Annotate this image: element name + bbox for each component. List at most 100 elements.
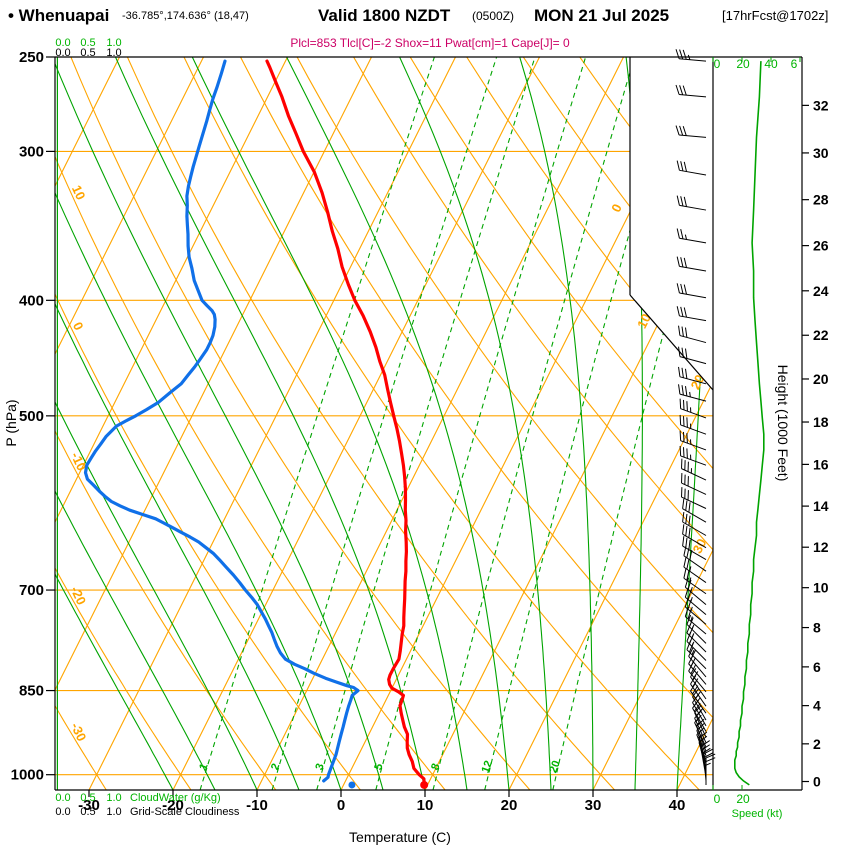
height-tick-label: 6 bbox=[813, 659, 821, 675]
wind-barb-staff bbox=[686, 623, 707, 644]
height-tick-label: 14 bbox=[813, 498, 829, 514]
dry-adiabat-line bbox=[409, 57, 713, 790]
wind-barb-feather bbox=[679, 398, 682, 409]
wind-barb-feather bbox=[686, 401, 688, 412]
wind-barb-half-feather bbox=[705, 762, 711, 766]
wind-barb-staff bbox=[679, 237, 707, 244]
wind-barb-half-feather bbox=[689, 577, 692, 583]
moist-adiabat-line bbox=[55, 57, 342, 790]
moist-adiabat-line bbox=[55, 57, 300, 790]
speed-panel bbox=[734, 61, 765, 786]
wind-barb-staff bbox=[679, 376, 707, 385]
wind-barb-feather bbox=[685, 526, 688, 537]
cloudiness-scale-bottom-label: 0.5 bbox=[80, 806, 95, 818]
temp-tick-label: 30 bbox=[585, 797, 602, 814]
dry-adiabat-line bbox=[296, 57, 713, 790]
wind-barb-staff bbox=[680, 440, 707, 451]
wind-barb-feather bbox=[685, 537, 688, 548]
wind-barb-staff bbox=[679, 393, 707, 402]
mixing-ratio-label: 3 bbox=[313, 762, 326, 772]
wind-barb-staff bbox=[686, 632, 707, 653]
wind-barb-staff bbox=[694, 712, 707, 738]
dry-adiabat-line bbox=[70, 57, 531, 790]
mixing-ratio-line bbox=[484, 57, 679, 790]
cloudiness-label: Grid-Scale Cloudiness bbox=[130, 806, 240, 818]
wind-barb-feather bbox=[679, 414, 682, 425]
wind-barb-feather bbox=[679, 445, 682, 456]
wind-barb-staff bbox=[680, 455, 707, 466]
wind-barb-feather bbox=[690, 649, 696, 660]
wind-barb-staff bbox=[682, 545, 707, 561]
wind-barb-half-feather bbox=[684, 234, 687, 240]
moist-adiabat-line bbox=[191, 57, 468, 790]
wind-barb-feather bbox=[688, 502, 691, 513]
dry-adiabat-line bbox=[240, 57, 713, 790]
height-tick-label: 26 bbox=[813, 238, 829, 254]
wind-barb-staff bbox=[681, 496, 707, 509]
speed-scale-top-label: 20 bbox=[736, 57, 750, 71]
height-axis-title: Height (1000 Feet) bbox=[775, 365, 791, 482]
cloudiness-scale-top-label: 1.0 bbox=[106, 47, 121, 59]
wind-barb-staff bbox=[688, 655, 707, 678]
wind-barb-feather bbox=[685, 500, 688, 511]
mixing-ratio-label: 5 bbox=[372, 762, 385, 772]
height-tick-label: 32 bbox=[813, 97, 829, 113]
wind-barb-staff bbox=[682, 521, 707, 536]
wind-barb-feather bbox=[688, 527, 691, 538]
wind-barb-feather bbox=[676, 160, 680, 171]
wind-barb-feather bbox=[682, 536, 685, 547]
static-text-layer: • Whenuapai -36.785°,174.636° (18,47) Va… bbox=[3, 6, 828, 845]
wind-barb-feather bbox=[682, 49, 687, 60]
temp-tick-label: 20 bbox=[501, 797, 518, 814]
wind-barb-feather bbox=[676, 195, 680, 206]
isotherm-line bbox=[88, 57, 456, 790]
wind-barb-feather bbox=[680, 283, 684, 294]
wind-barb-staff bbox=[688, 663, 707, 685]
wind-barb-feather bbox=[682, 85, 687, 96]
pressure-tick-label: 1000 bbox=[11, 767, 44, 784]
moist-adiabat-line bbox=[519, 57, 594, 790]
frame-line bbox=[629, 294, 714, 391]
wind-barb-feather bbox=[682, 498, 685, 509]
cloudwater-scale-bottom-label: 0.0 bbox=[55, 792, 70, 804]
wind-barb-staff bbox=[683, 566, 707, 584]
wind-barb-feather bbox=[680, 228, 684, 239]
speed-scale-top-label: 6 bbox=[791, 57, 798, 71]
cloudwater-label: CloudWater (g/Kg) bbox=[130, 792, 221, 804]
isotherm-label: 0 bbox=[608, 201, 625, 214]
wind-barb-feather bbox=[688, 515, 691, 526]
dry-adiabat-line bbox=[55, 57, 192, 790]
moist-adiabat-line bbox=[286, 57, 510, 790]
wind-barb-feather bbox=[682, 126, 687, 136]
dry-adiabat-line bbox=[353, 57, 713, 790]
wind-barb-feather bbox=[679, 85, 684, 95]
moist-adiabat-line bbox=[114, 57, 426, 790]
wind-barb-half-feather bbox=[691, 641, 695, 647]
isotherm-line bbox=[55, 57, 288, 790]
wind-barb-feather bbox=[681, 385, 684, 396]
height-tick-label: 16 bbox=[813, 456, 829, 472]
wind-barb-feather bbox=[681, 367, 684, 378]
wind-barb-staff bbox=[683, 577, 707, 595]
wind-barb-feather bbox=[686, 433, 688, 444]
height-tick-label: 30 bbox=[813, 145, 829, 161]
wind-barb-half-feather bbox=[689, 391, 691, 398]
height-tick-label: 4 bbox=[813, 698, 821, 714]
isotherm-label: 10 bbox=[634, 311, 654, 331]
pressure-tick-label: 400 bbox=[19, 292, 44, 309]
mixing-ratio-line bbox=[199, 57, 435, 790]
cloudwater-scale-top-label: 0.0 bbox=[55, 37, 70, 49]
wind-barb-feather bbox=[683, 196, 687, 207]
wind-barb-feather bbox=[679, 125, 684, 136]
isotherm-line bbox=[55, 57, 120, 790]
wind-barb-staff bbox=[682, 533, 707, 549]
speed-scale-top-label: 0 bbox=[714, 57, 721, 71]
wind-barb-staff bbox=[681, 482, 707, 495]
wind-barb-staff bbox=[684, 606, 707, 625]
cloudiness-scale-bottom-label: 0.0 bbox=[55, 806, 70, 818]
wind-barb-feather bbox=[678, 325, 681, 336]
wind-barb-feather bbox=[682, 431, 685, 442]
dry-adiabat-line bbox=[55, 57, 277, 790]
